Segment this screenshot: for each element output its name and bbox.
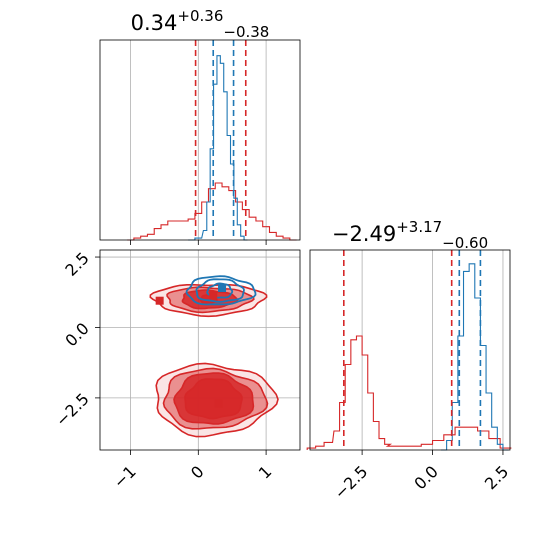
y-tick-label: 2.5 [61,248,92,279]
marker-red [209,291,218,300]
x-tick-label: 2.5 [481,462,512,493]
contour-blue-level0 [185,275,257,306]
axes-frame [99,39,301,241]
contour-blue-level2 [206,282,234,299]
title-0-minus: −0.38 [223,23,269,41]
histogram-red-p1 [306,335,512,450]
title-param-0: 0.34+0.36−0.38 [131,7,270,41]
marginal-panel-p1: −2.5 0.0 2.5 [306,249,512,503]
title-0-value: 0.34 [131,11,178,35]
marginal-panel-p0 [99,39,301,245]
gridlines [130,40,267,240]
joint-panel: −1 0 1 −2.5 0.0 2.5 [52,248,301,492]
marker-red [155,296,164,305]
marker-red [214,399,223,408]
x-tick-label: 0 [187,462,208,483]
axes-frame [99,249,301,451]
x-tick-label: 1 [255,462,276,483]
histogram-blue-p1 [440,263,509,451]
title-0-plus: +0.36 [177,7,223,25]
x-tick-label: −2.5 [331,462,372,503]
gridlines [100,250,300,450]
gridlines [361,250,504,450]
histogram-red-p0 [127,182,297,241]
y-tick-label: 0.0 [61,319,92,350]
histogram-blue-p0 [188,55,248,241]
title-1-plus: +3.17 [396,218,442,236]
x-tick-label: −1 [110,462,140,492]
title-1-value: −2.49 [332,222,396,246]
contour-red-mode1-level3 [184,378,243,420]
y-tick-label: −2.5 [52,389,93,430]
axes-frame [309,249,511,451]
marker-blue [218,284,227,293]
title-param-1: −2.49+3.17−0.60 [332,218,488,252]
title-1-minus: −0.60 [442,234,488,252]
x-tick-label: 0.0 [410,462,441,493]
contour-blue-level1 [195,278,245,303]
